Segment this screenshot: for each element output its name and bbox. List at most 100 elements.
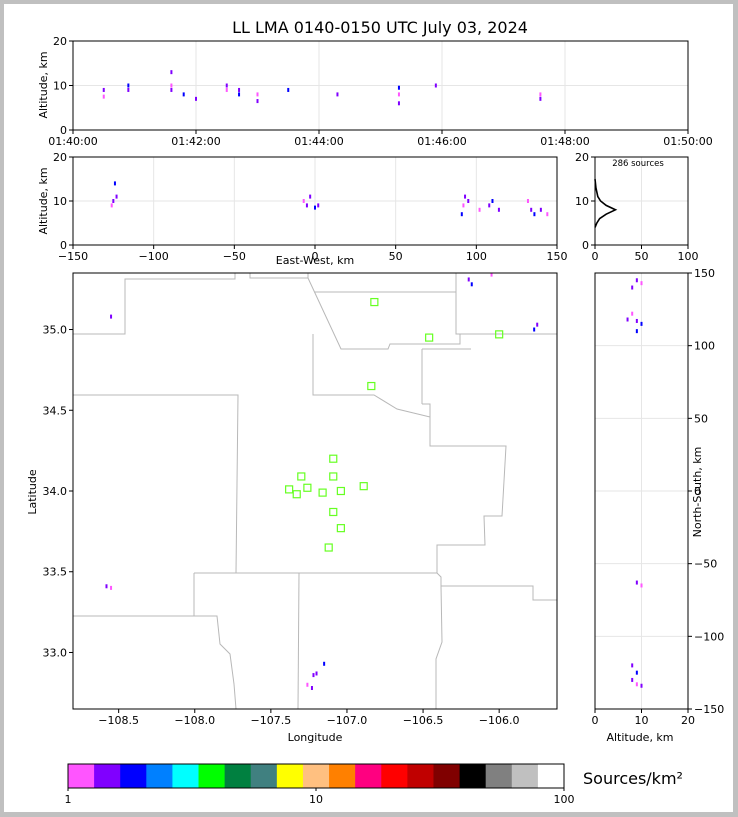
time-height-source-point (170, 87, 173, 92)
colorbar-swatch (172, 764, 200, 788)
time-height-panel: 01:40:00 01:42:00 01:44:00 01:46:00 01:48:00… (48, 35, 712, 148)
ew-source-point (460, 212, 463, 217)
time-height-source-point (170, 83, 173, 88)
ns-y-tick-label: 50 (694, 412, 708, 425)
time-height-source-point (238, 87, 241, 92)
ew-source-point (309, 194, 312, 199)
ew-y-tick-label: 10 (53, 195, 67, 208)
time-height-x-tick-label: 01:40:00 (48, 135, 97, 148)
ns-source-point (640, 583, 643, 588)
time-height-x-tick-label: 01:42:00 (171, 135, 220, 148)
colorbar-swatch (485, 764, 513, 788)
ew-source-point (112, 199, 115, 203)
hist-x-tick-label: 100 (678, 250, 699, 263)
plan-view-panel: −108.5 −108.0 −107.5 −107.0 −106.5 −106.0 33.0… (43, 272, 558, 727)
ns-y-tick-label: 0 (694, 485, 701, 498)
ew-x-tick-label: 50 (389, 250, 403, 263)
ns-y-tick-label: −100 (694, 630, 724, 643)
colorbar-swatch (381, 764, 408, 788)
plan-x-tick-label: −107.0 (327, 714, 368, 727)
colorbar-swatch (433, 764, 461, 788)
county-boundary (194, 572, 557, 601)
time-height-x-tick-label: 01:50:00 (663, 135, 712, 148)
time-height-y-tick-label: 10 (53, 80, 67, 93)
time-height-source-point (256, 99, 259, 104)
ns-source-point (635, 318, 638, 323)
ew-source-point (546, 212, 549, 217)
ew-source-point (539, 207, 542, 212)
ns-source-point (635, 682, 638, 687)
plan-y-axis-label: Latitude (26, 469, 39, 515)
ns-source-point (635, 329, 638, 334)
ns-source-point (631, 663, 634, 668)
colorbar-swatch (68, 764, 95, 788)
colorbar-swatch (198, 764, 226, 788)
plan-y-tick-label: 33.0 (43, 646, 68, 659)
time-height-source-point (397, 92, 400, 97)
county-boundary (435, 585, 443, 709)
ns-source-point (631, 285, 634, 290)
ew-source-point (478, 207, 481, 212)
time-height-source-point (102, 94, 105, 99)
east-west-height-panel: −150 −100 −50 0 50 100 150 0 10 20 (53, 151, 568, 263)
plan-x-tick-label: −107.5 (251, 714, 292, 727)
plan-x-tick-label: −108.5 (98, 714, 139, 727)
lma-station-marker (336, 486, 345, 496)
county-boundary (314, 291, 557, 335)
time-height-source-point (434, 83, 437, 88)
plan-source-point (110, 585, 113, 590)
time-height-source-point (170, 70, 173, 75)
ew-source-point (533, 212, 536, 217)
colorbar-swatch (459, 764, 487, 788)
colorbar-swatch (120, 764, 147, 788)
lma-station-marker (359, 482, 368, 491)
ew-source-point (526, 199, 529, 203)
colorbar-swatch (537, 764, 565, 788)
hist-y-tick-label: 20 (575, 151, 589, 164)
county-boundary (194, 615, 237, 710)
ns-source-point (640, 683, 643, 688)
time-height-source-point (256, 92, 259, 97)
plan-x-tick-label: −108.0 (174, 714, 215, 727)
colorbar-tick-label: 100 (554, 793, 575, 806)
hist-x-tick-label: 0 (592, 250, 599, 263)
time-height-x-tick-label: 01:44:00 (294, 135, 343, 148)
lma-station-marker (285, 485, 294, 494)
height-histogram-panel: 0 50 100 0 10 20 (575, 151, 699, 263)
ew-source-point (317, 203, 320, 208)
ew-y-tick-label: 0 (60, 239, 67, 252)
county-boundary (73, 394, 239, 574)
county-boundary (297, 572, 300, 710)
colorbar-swatch (276, 764, 304, 788)
hist-y-tick-label: 10 (575, 195, 589, 208)
plan-source-point (312, 673, 315, 678)
hist-frame (594, 156, 689, 246)
time-height-y-tick-label: 20 (53, 35, 67, 48)
colorbar-tick-label: 10 (309, 793, 323, 806)
ns-source-point (635, 580, 638, 585)
time-height-source-point (287, 87, 290, 92)
ns-y-tick-label: −150 (694, 703, 724, 716)
lma-station-marker (367, 381, 376, 391)
ns-source-point (626, 317, 629, 322)
lma-station-marker (329, 454, 338, 463)
ew-source-point (467, 199, 470, 203)
county-boundary (73, 573, 195, 617)
ew-x-tick-label: −50 (223, 250, 246, 263)
ew-source-point (464, 194, 467, 199)
plan-source-point (323, 661, 326, 666)
ew-source-point (110, 203, 113, 208)
county-boundary (249, 273, 309, 279)
figure-canvas: LL LMA 0140-0150 UTC July 03, 2024 01:40… (4, 4, 733, 812)
ew-source-point (530, 207, 533, 212)
lma-station-marker (318, 488, 327, 497)
plan-source-point (536, 322, 539, 327)
lma-station-marker (292, 490, 301, 499)
ns-y-tick-label: 150 (694, 267, 715, 280)
th-y-axis-label: Altitude, km (37, 51, 50, 118)
ew-x-tick-label: −150 (58, 250, 88, 263)
ew-x-tick-label: 0 (312, 250, 319, 263)
ns-frame (594, 272, 689, 710)
plan-y-tick-label: 33.5 (43, 566, 68, 579)
plan-source-point (490, 272, 493, 277)
